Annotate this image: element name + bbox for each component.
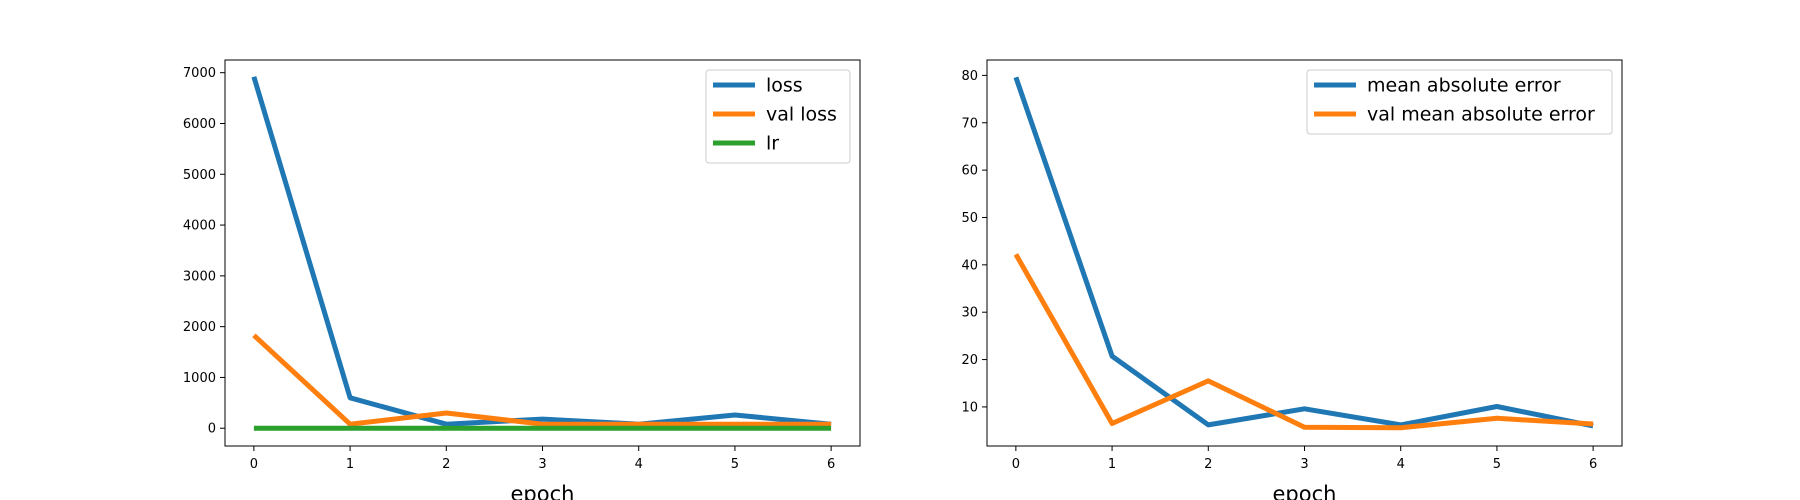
x-tick-label: 2	[1204, 457, 1212, 472]
chart-loss: 0 1 2 3 4 5 6 0 1000 2000 3000 4000 5000 6000 7000 epoc…	[183, 59, 861, 500]
legend-label-loss: loss	[766, 75, 803, 97]
x-tick-label: 3	[538, 457, 546, 472]
series-line-val-loss	[252, 333, 832, 427]
y-tick-label: 3000	[183, 269, 216, 284]
y-tick-label: 70	[961, 116, 978, 131]
legend: mean absolute error val mean absolute err…	[1306, 69, 1613, 135]
x-axis-label: epoch	[511, 482, 575, 500]
x-tick-label: 1	[1108, 457, 1116, 472]
x-tick-label: 4	[635, 457, 643, 472]
legend: loss val loss lr	[705, 69, 851, 164]
y-tick-label: 0	[208, 422, 216, 437]
y-tick-label: 80	[961, 69, 978, 84]
y-tick-label: 60	[961, 164, 978, 179]
series-line-mean-absolute-error	[1013, 76, 1594, 429]
x-tick-label: 2	[442, 457, 450, 472]
x-tick-label: 3	[1300, 457, 1308, 472]
y-tick-label: 10	[961, 400, 978, 415]
x-tick-label: 6	[827, 457, 835, 472]
y-tick-label: 4000	[183, 219, 216, 234]
x-axis-label: epoch	[1273, 482, 1337, 500]
y-tick-label: 20	[961, 353, 978, 368]
legend-label-mean-absolute-error: mean absolute error	[1367, 75, 1561, 97]
y-tick-label: 7000	[183, 66, 216, 81]
chart-mean-absolute-error: 0 1 2 3 4 5 6 10 20 30 40 50 60 70 80 epoch mean absolut…	[961, 59, 1623, 500]
y-tick-label: 1000	[183, 371, 216, 386]
x-tick-label: 0	[1012, 457, 1020, 472]
legend-box	[705, 69, 851, 164]
x-tick-label: 5	[1493, 457, 1501, 472]
y-tick-label: 40	[961, 258, 978, 273]
legend-label-val-mean-absolute-error: val mean absolute error	[1367, 104, 1595, 126]
x-tick-label: 1	[346, 457, 354, 472]
y-tick-label: 2000	[183, 320, 216, 335]
x-tick-label: 5	[731, 457, 739, 472]
y-tick-label: 5000	[183, 168, 216, 183]
x-tick-label: 6	[1589, 457, 1597, 472]
series-line-loss	[251, 76, 832, 427]
legend-label-val-loss: val loss	[766, 104, 837, 126]
y-tick-label: 30	[961, 306, 978, 321]
y-tick-label: 50	[961, 211, 978, 226]
series-line-val-mean-absolute-error	[1013, 253, 1594, 431]
x-tick-label: 4	[1397, 457, 1405, 472]
y-tick-label: 6000	[183, 117, 216, 132]
legend-label-lr: lr	[766, 133, 779, 155]
legend-box	[1306, 69, 1613, 135]
x-tick-label: 0	[250, 457, 258, 472]
